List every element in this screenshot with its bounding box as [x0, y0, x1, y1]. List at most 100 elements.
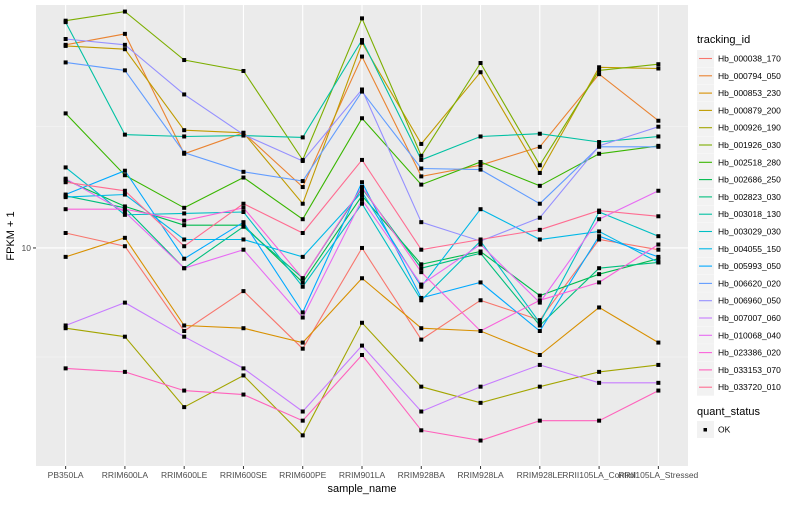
data-point-Hb_023386_020 [597, 280, 602, 285]
data-point-Hb_005993_050 [241, 220, 246, 225]
data-point-Hb_005993_050 [63, 192, 68, 197]
data-point-Hb_000926_190 [122, 334, 127, 339]
data-point-Hb_010068_040 [537, 300, 542, 305]
data-point-Hb_033720_010 [360, 157, 364, 162]
data-point-Hb_001926_030 [597, 68, 602, 73]
data-point-Hb_002823_030 [537, 323, 542, 328]
data-point-Hb_033153_070 [122, 369, 127, 374]
x-tick-label: RRIM928LA [457, 470, 504, 480]
data-point-Hb_033720_010 [419, 247, 424, 252]
data-point-Hb_010068_040 [300, 315, 305, 320]
legend-label: Hb_003018_130 [718, 209, 781, 219]
data-point-Hb_006960_050 [63, 37, 68, 42]
data-point-Hb_002518_280 [478, 160, 483, 165]
data-point-Hb_033153_070 [478, 438, 483, 443]
data-point-Hb_003029_030 [300, 284, 305, 289]
data-point-Hb_004055_150 [478, 207, 483, 212]
data-point-Hb_023386_020 [360, 185, 364, 190]
data-point-Hb_002518_280 [241, 175, 246, 180]
data-point-Hb_023386_020 [300, 276, 305, 281]
data-point-Hb_000879_200 [537, 170, 542, 175]
data-point-Hb_000926_190 [597, 369, 602, 374]
data-point-Hb_000794_050 [597, 72, 602, 77]
data-point-Hb_001926_030 [241, 68, 246, 73]
data-point-Hb_010068_040 [656, 188, 661, 193]
data-point-Hb_000926_190 [537, 384, 542, 389]
data-point-Hb_007007_060 [300, 409, 305, 414]
data-point-Hb_003029_030 [360, 201, 364, 206]
data-point-Hb_003029_030 [537, 320, 542, 325]
data-point-Hb_001926_030 [478, 61, 483, 66]
data-point-Hb_000794_050 [419, 174, 424, 179]
data-point-Hb_007007_060 [419, 409, 424, 414]
data-point-Hb_000926_190 [63, 326, 68, 331]
data-point-Hb_000879_200 [597, 65, 602, 70]
data-point-Hb_004055_150 [63, 195, 68, 200]
data-point-Hb_007007_060 [122, 300, 127, 305]
data-point-Hb_007007_060 [478, 384, 483, 389]
data-point-Hb_004055_150 [656, 260, 661, 265]
data-point-Hb_007007_060 [597, 380, 602, 385]
data-point-Hb_033720_010 [63, 180, 68, 185]
data-point-Hb_003029_030 [122, 212, 127, 217]
data-point-Hb_007007_060 [241, 366, 246, 371]
data-point-Hb_006620_020 [63, 60, 68, 65]
data-point-Hb_007007_060 [537, 362, 542, 367]
legend-label: Hb_001926_030 [718, 140, 781, 150]
data-point-Hb_005993_050 [597, 234, 602, 239]
data-point-Hb_003018_130 [122, 132, 127, 137]
data-point-Hb_004055_150 [300, 254, 305, 259]
data-point-Hb_000038_170 [537, 318, 542, 323]
data-point-Hb_033720_010 [182, 244, 187, 249]
data-point-Hb_023386_020 [656, 242, 661, 247]
data-point-Hb_010068_040 [478, 242, 483, 247]
data-point-Hb_000038_170 [597, 237, 602, 242]
data-point-Hb_033720_010 [597, 208, 602, 213]
data-point-Hb_004055_150 [537, 237, 542, 242]
data-point-Hb_005993_050 [360, 180, 364, 185]
data-point-Hb_003018_130 [182, 134, 187, 139]
data-point-Hb_000038_170 [656, 247, 661, 252]
legend-label: Hb_006960_050 [718, 296, 781, 306]
data-point-Hb_033720_010 [537, 227, 542, 232]
data-point-Hb_000853_230 [182, 323, 187, 328]
data-point-Hb_000794_050 [656, 118, 661, 123]
data-point-Hb_006620_020 [122, 68, 127, 73]
data-point-Hb_002518_280 [419, 182, 424, 187]
data-point-Hb_003018_130 [656, 134, 661, 139]
legend-label: Hb_033720_010 [718, 382, 781, 392]
series-points [63, 9, 661, 443]
data-point-Hb_023386_020 [182, 218, 187, 223]
data-point-Hb_006960_050 [597, 143, 602, 148]
data-point-Hb_000926_190 [182, 405, 187, 410]
x-tick-label: RRIM928LE [517, 470, 564, 480]
data-point-Hb_002823_030 [478, 251, 483, 256]
data-point-Hb_006620_020 [182, 150, 187, 155]
data-point-Hb_003018_130 [300, 135, 305, 140]
data-point-Hb_000038_170 [182, 328, 187, 333]
legend-label: Hb_023386_020 [718, 348, 781, 358]
data-point-Hb_000853_230 [597, 305, 602, 310]
data-point-Hb_033153_070 [656, 388, 661, 393]
data-point-Hb_002686_250 [419, 262, 424, 267]
legend-label: Hb_002686_250 [718, 175, 781, 185]
data-point-Hb_000853_230 [537, 352, 542, 357]
data-point-Hb_033153_070 [182, 388, 187, 393]
x-axis-title: sample_name [327, 483, 396, 495]
data-point-Hb_003029_030 [63, 165, 68, 170]
legend-label: Hb_000926_190 [718, 123, 781, 133]
data-point-Hb_002686_250 [360, 193, 364, 198]
data-point-Hb_000926_190 [360, 320, 364, 325]
data-point-Hb_006620_020 [360, 89, 364, 94]
data-point-Hb_010068_040 [63, 176, 68, 181]
data-point-Hb_002823_030 [597, 266, 602, 271]
data-point-Hb_000853_230 [300, 340, 305, 345]
data-point-Hb_000926_190 [419, 384, 424, 389]
data-point-Hb_000794_050 [300, 185, 305, 190]
y-axis-title: FPKM + 1 [5, 211, 17, 260]
legend-label: Hb_005993_050 [718, 261, 781, 271]
legend-label: Hb_033153_070 [718, 365, 781, 375]
data-point-Hb_010068_040 [122, 210, 127, 215]
data-point-Hb_003018_130 [478, 134, 483, 139]
